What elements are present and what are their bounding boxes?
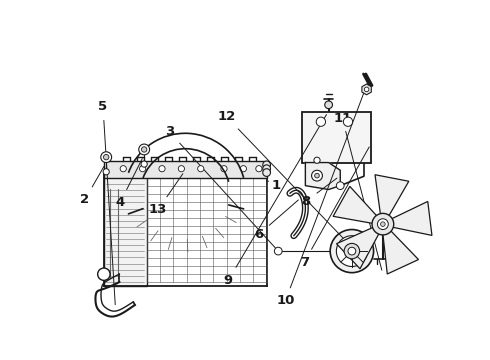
- Circle shape: [364, 87, 369, 92]
- Polygon shape: [333, 186, 377, 224]
- Circle shape: [103, 154, 109, 160]
- Text: 8: 8: [301, 178, 337, 208]
- Text: 13: 13: [149, 174, 183, 216]
- Circle shape: [263, 161, 270, 169]
- Circle shape: [159, 166, 165, 172]
- Circle shape: [330, 230, 373, 273]
- Circle shape: [348, 247, 356, 255]
- Text: 9: 9: [224, 114, 326, 287]
- Circle shape: [312, 170, 322, 181]
- Circle shape: [240, 166, 246, 172]
- Bar: [104, 174, 147, 286]
- Circle shape: [314, 157, 320, 163]
- Circle shape: [221, 166, 227, 172]
- Circle shape: [372, 213, 394, 235]
- Text: 3: 3: [165, 125, 275, 248]
- Circle shape: [178, 166, 184, 172]
- Circle shape: [139, 144, 149, 155]
- Circle shape: [336, 182, 344, 189]
- Text: 6: 6: [254, 200, 298, 241]
- Circle shape: [316, 117, 325, 126]
- Circle shape: [343, 117, 353, 126]
- Polygon shape: [383, 230, 418, 274]
- Polygon shape: [375, 175, 409, 216]
- Circle shape: [256, 166, 262, 172]
- Circle shape: [98, 268, 110, 280]
- Circle shape: [103, 169, 109, 175]
- Circle shape: [336, 236, 368, 266]
- Polygon shape: [391, 202, 432, 235]
- Text: 12: 12: [218, 110, 349, 244]
- Circle shape: [274, 247, 282, 255]
- Circle shape: [263, 169, 270, 176]
- Circle shape: [381, 222, 385, 226]
- Circle shape: [101, 152, 112, 163]
- Circle shape: [315, 173, 319, 178]
- Text: 10: 10: [276, 89, 365, 307]
- Bar: [104, 161, 267, 178]
- Polygon shape: [362, 84, 371, 95]
- Circle shape: [120, 166, 126, 172]
- Text: 11: 11: [333, 112, 382, 270]
- Polygon shape: [337, 227, 379, 269]
- Circle shape: [141, 161, 147, 167]
- Circle shape: [377, 219, 388, 230]
- Text: 2: 2: [80, 166, 104, 206]
- FancyBboxPatch shape: [301, 112, 371, 163]
- Circle shape: [325, 101, 333, 109]
- Circle shape: [140, 166, 146, 172]
- Text: 1: 1: [267, 179, 280, 193]
- Circle shape: [197, 166, 204, 172]
- Circle shape: [263, 165, 270, 172]
- Polygon shape: [305, 163, 340, 189]
- Text: 5: 5: [98, 100, 115, 305]
- Text: 7: 7: [300, 147, 369, 269]
- Circle shape: [344, 243, 360, 259]
- Text: 4: 4: [116, 158, 142, 209]
- Circle shape: [142, 147, 147, 152]
